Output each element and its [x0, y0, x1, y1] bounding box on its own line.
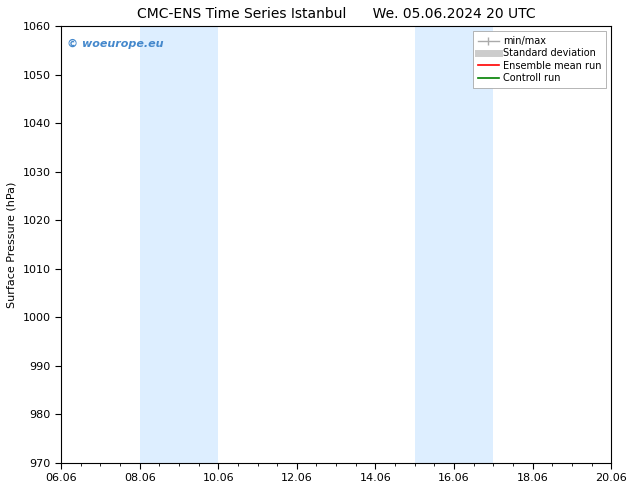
Y-axis label: Surface Pressure (hPa): Surface Pressure (hPa) — [7, 181, 17, 308]
Bar — [415, 26, 454, 463]
Title: CMC-ENS Time Series Istanbul      We. 05.06.2024 20 UTC: CMC-ENS Time Series Istanbul We. 05.06.2… — [137, 7, 536, 21]
Legend: min/max, Standard deviation, Ensemble mean run, Controll run: min/max, Standard deviation, Ensemble me… — [473, 31, 606, 88]
Bar — [139, 26, 218, 463]
Text: © woeurope.eu: © woeurope.eu — [67, 39, 163, 49]
Bar — [454, 26, 493, 463]
